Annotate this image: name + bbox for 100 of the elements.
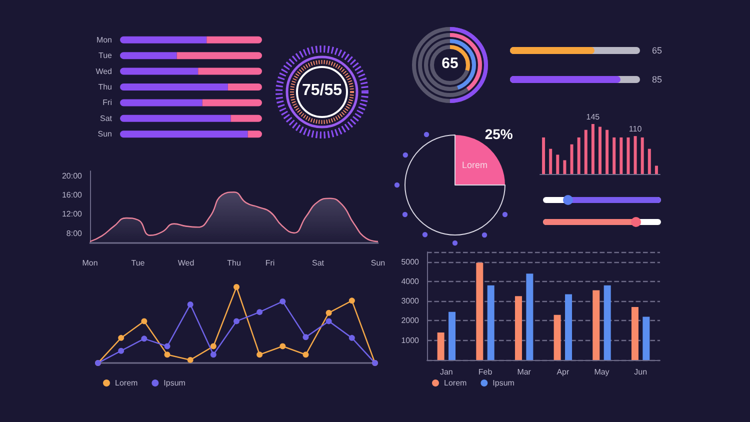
slice-label: Lorem [462,160,488,170]
point [280,343,286,350]
bar [604,285,611,360]
point [210,352,216,358]
text: 75/55 [302,82,342,99]
bar [437,332,444,360]
bar [542,137,546,174]
y-tick-label: Thu [98,82,112,92]
bar [120,52,177,60]
point [280,298,286,304]
bar [120,36,207,44]
bar [570,144,574,174]
bar [591,124,594,174]
bar [556,154,560,174]
bar [554,314,561,360]
y-tick-label: 1000 [401,336,420,345]
x-tick-label: Mar [517,368,532,376]
bar [476,262,484,360]
bar [577,137,580,174]
x-tick-label: Tue [131,258,146,268]
bar [648,148,651,174]
point [326,310,332,316]
bar [176,52,262,60]
bar [120,130,248,138]
point [141,336,148,342]
data-label: 145 [586,112,600,122]
x-tick-label: Sun [370,258,386,268]
point [302,352,309,358]
y-tick-label: 4000 [401,276,420,286]
legend-label: Lorem [444,378,468,388]
point [187,301,194,308]
bar [549,148,552,174]
bar [598,126,602,174]
x-tick-label: Thu [227,258,241,268]
text: 65 [442,55,458,72]
y-tick-label: 5000 [401,257,420,266]
bar [631,306,638,360]
bar [248,130,262,138]
y-tick-label: 12:00 [62,210,83,219]
bar [592,290,600,360]
y-tick-label: 8:00 [66,228,83,238]
point [234,284,240,290]
y-tick-label: Wed [96,66,112,76]
x-tick-label: Fri [265,258,275,268]
bar [606,130,609,174]
point [187,356,194,363]
y-tick-label: Sun [98,130,112,139]
bar [202,99,262,106]
bar [634,136,637,174]
bar [654,166,658,174]
y-tick-label: Mon [96,35,112,44]
point [348,298,355,304]
bar [626,137,630,174]
y-tick-label: Tue [98,51,113,60]
bar [120,68,198,75]
legend-label: Lorem [115,378,138,388]
bar [612,137,616,174]
y-tick-label: Fri [102,98,112,108]
point [256,352,263,358]
y-tick-label: 3000 [401,296,420,306]
bar [514,296,522,360]
y-tick-label: 20:00 [62,171,83,180]
data-label: 85 [652,74,662,84]
y-tick-label: 16:00 [62,190,83,200]
legend-label: Ipsum [492,378,515,388]
bar [526,274,534,360]
x-tick-label: Wed [178,258,194,268]
bar [642,316,650,360]
bar [565,294,572,360]
y-tick-label: 2000 [401,316,420,326]
bar [448,312,456,360]
x-tick-label: Apr [556,368,570,376]
bar [230,114,262,122]
bar [584,130,588,174]
bar [228,84,262,90]
x-tick-label: Jun [634,368,648,376]
x-tick-label: Feb [478,368,493,376]
point [164,343,170,350]
point [164,352,170,358]
point [302,334,309,340]
data-label: 65 [652,46,662,56]
bar [120,114,231,122]
bar [206,36,262,44]
x-tick-label: Jan [440,368,453,376]
data-label: 110 [628,124,642,134]
point [326,318,332,324]
bar [120,99,202,106]
x-tick-label: May [594,368,610,376]
point [256,309,263,316]
bar [120,84,228,90]
x-tick-label: Mon [82,258,98,268]
legend-label: Ipsum [164,378,186,388]
point [210,343,216,350]
bar [620,137,623,174]
bar [640,137,644,174]
bar [487,285,494,360]
point [348,334,355,341]
point [141,318,148,324]
point [118,334,124,341]
point [234,318,240,324]
